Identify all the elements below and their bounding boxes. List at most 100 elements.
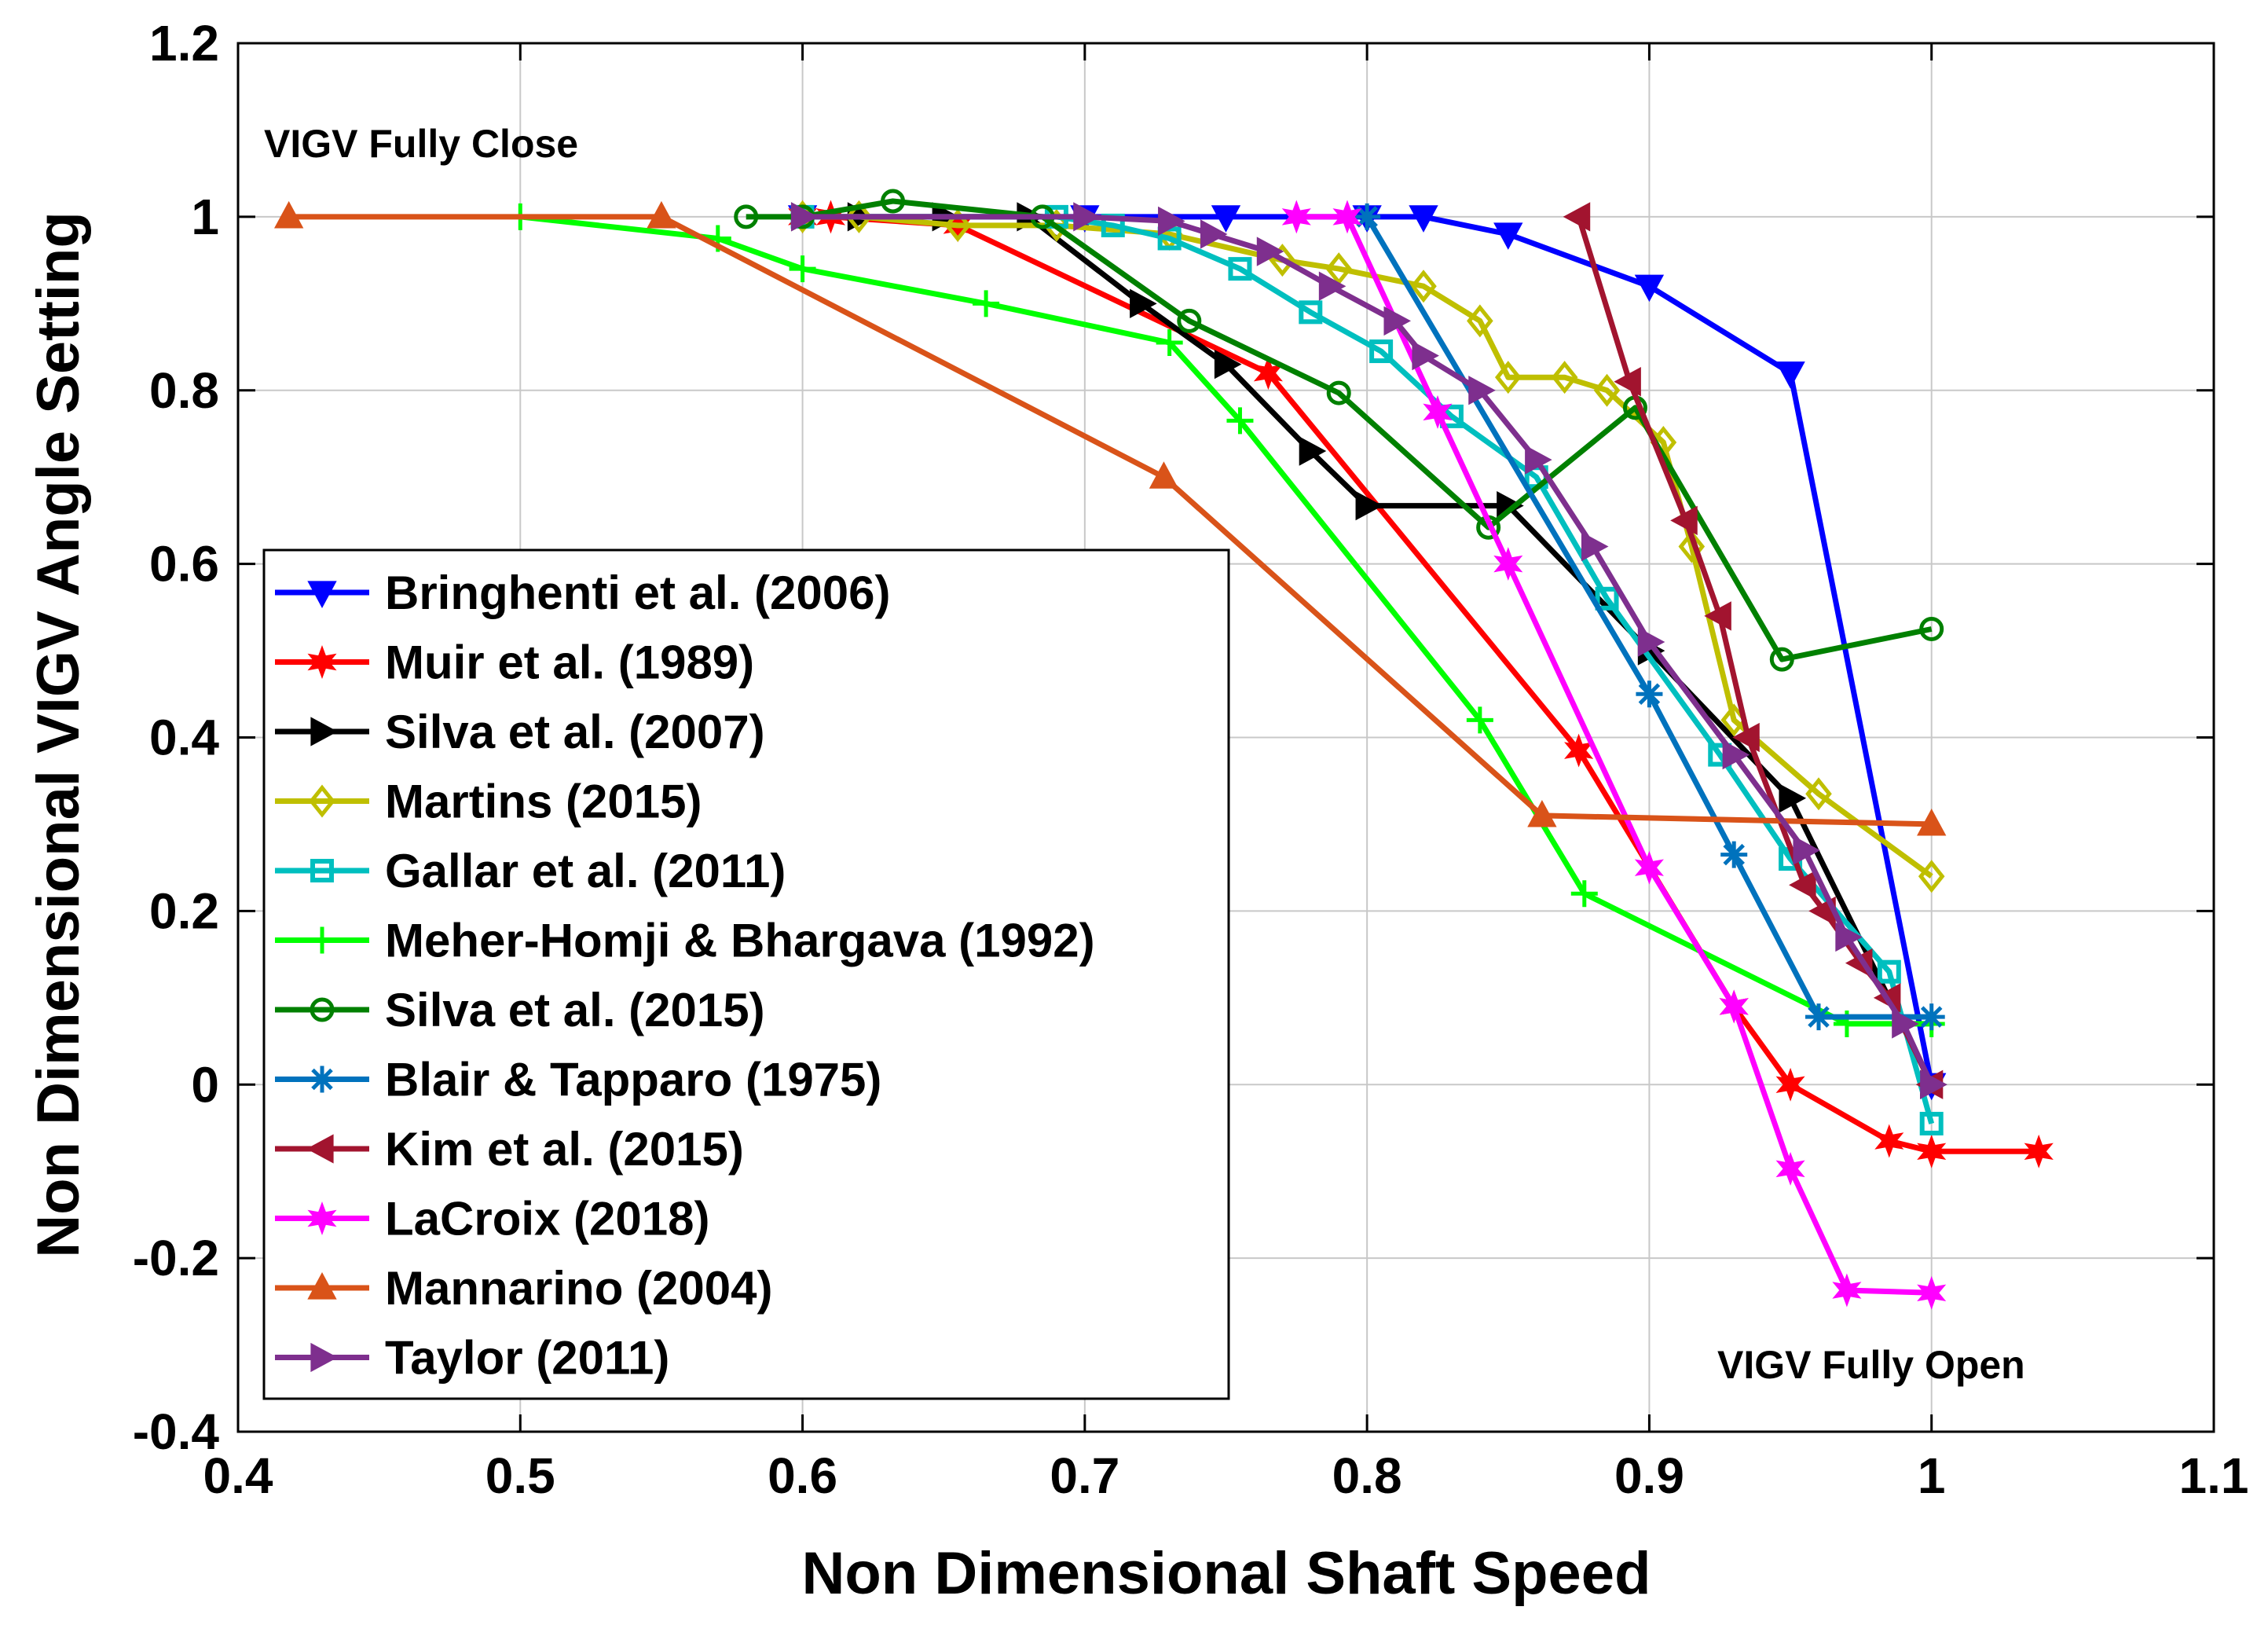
data-point-mannarino-2004 bbox=[1149, 461, 1179, 489]
series-line-kim-et-al-2015 bbox=[1576, 215, 1934, 1086]
data-point-silva-et-al-2015 bbox=[881, 189, 906, 214]
legend-box bbox=[262, 548, 1230, 1400]
series-line-lacroix-2018 bbox=[1296, 214, 1932, 1296]
data-point-martins-2015 bbox=[1593, 373, 1621, 407]
legend-item: Bringhenti et al. (2006) bbox=[275, 567, 890, 619]
data-point-lacroix-2018 bbox=[1493, 547, 1523, 581]
x-tick-label: 0.5 bbox=[485, 1447, 555, 1504]
legend-label: Blair & Tapparo (1975) bbox=[385, 1054, 881, 1106]
data-point-martins-2015 bbox=[1551, 361, 1578, 394]
data-point-lacroix-2018 bbox=[1332, 200, 1362, 234]
data-point-martins-2015 bbox=[1325, 252, 1353, 286]
data-point-taylor-2011 bbox=[1468, 376, 1496, 405]
y-tick-label: 0 bbox=[191, 1056, 219, 1113]
data-point-mannarino-2004 bbox=[1917, 808, 1947, 836]
data-point-kim-et-al-2015 bbox=[1563, 202, 1591, 232]
series-line-meher-homji-bhargava-1992 bbox=[519, 214, 1932, 1027]
data-point-lacroix-2018 bbox=[1423, 394, 1453, 429]
data-point-kim-et-al-2015 bbox=[1789, 870, 1816, 900]
series-line-martins-2015 bbox=[802, 214, 1933, 879]
legend-entries: Bringhenti et al. (2006) Muir et al. (198… bbox=[275, 567, 1095, 1385]
data-point-taylor-2011 bbox=[1200, 219, 1228, 249]
data-point-lacroix-2018 bbox=[1775, 1151, 1805, 1186]
data-point-mannarino-2004 bbox=[647, 200, 676, 229]
series-layer bbox=[273, 189, 2054, 1310]
y-tick-label: 0.6 bbox=[149, 536, 219, 592]
data-point-bringhenti-et-al-2006 bbox=[1409, 205, 1438, 233]
legend-item: Gallar et al. (2011) bbox=[275, 845, 786, 897]
legend-marker bbox=[310, 1342, 338, 1373]
legend-item: Martins (2015) bbox=[275, 776, 702, 828]
data-point-taylor-2011 bbox=[1318, 271, 1347, 301]
y-axis-label: Non Dimensional VIGV Angle Setting bbox=[25, 211, 92, 1258]
series-mannarino-2004 bbox=[273, 200, 1947, 836]
x-tick-label: 0.8 bbox=[1332, 1447, 1402, 1504]
series-lacroix-2018 bbox=[1281, 200, 1947, 1310]
data-point-bringhenti-et-al-2006 bbox=[1775, 361, 1805, 389]
data-point-silva-et-al-2015 bbox=[1177, 308, 1202, 333]
tick-labels: 0.4 0.5 0.6 0.7 0.8 0.9 1 1.1 -0.4 -0.2 0 0.2 0.4 0.6… bbox=[133, 15, 2249, 1504]
data-point-mannarino-2004 bbox=[1527, 799, 1557, 827]
data-point-muir-et-al-1989 bbox=[1917, 1134, 1947, 1168]
annotation-vigv-fully-open: VIGV Fully Open bbox=[1717, 1343, 2025, 1387]
legend-label: Taylor (2011) bbox=[385, 1332, 669, 1385]
data-point-gallar-et-al-2011 bbox=[1369, 339, 1394, 364]
data-point-bringhenti-et-al-2006 bbox=[1634, 274, 1665, 303]
data-point-silva-et-al-2015 bbox=[1769, 647, 1794, 672]
legend-item: Muir et al. (1989) bbox=[275, 636, 754, 689]
series-blair-tapparo-1975 bbox=[1354, 203, 1945, 1031]
data-point-taylor-2011 bbox=[1525, 445, 1552, 475]
data-point-taylor-2011 bbox=[1581, 531, 1609, 562]
data-point-taylor-2011 bbox=[1892, 1009, 1919, 1039]
x-tick-label: 0.7 bbox=[1050, 1447, 1119, 1504]
data-point-martins-2015 bbox=[1805, 777, 1832, 811]
x-tick-label: 0.4 bbox=[203, 1447, 273, 1504]
data-point-silva-et-al-2015 bbox=[1326, 380, 1351, 405]
data-point-kim-et-al-2015 bbox=[1614, 367, 1641, 397]
data-point-martins-2015 bbox=[1918, 860, 1945, 893]
y-tick-label: 1.2 bbox=[149, 15, 219, 72]
data-point-blair-tapparo-1975 bbox=[1636, 680, 1663, 708]
data-point-muir-et-al-1989 bbox=[1775, 1067, 1805, 1102]
data-point-taylor-2011 bbox=[1158, 206, 1185, 237]
data-point-martins-2015 bbox=[1678, 530, 1706, 563]
legend-label: Bringhenti et al. (2006) bbox=[385, 567, 890, 619]
legend-marker bbox=[310, 717, 338, 746]
data-point-taylor-2011 bbox=[1722, 739, 1750, 770]
x-tick-label: 1.1 bbox=[2179, 1447, 2249, 1504]
legend-item: Meher-Homji & Bhargava (1992) bbox=[275, 915, 1095, 967]
legend-label: Gallar et al. (2011) bbox=[385, 845, 786, 897]
legend-item: Mannarino (2004) bbox=[275, 1262, 772, 1315]
legend-label: Muir et al. (1989) bbox=[385, 636, 754, 689]
data-point-lacroix-2018 bbox=[1832, 1273, 1862, 1308]
data-point-taylor-2011 bbox=[1835, 922, 1863, 952]
data-point-blair-tapparo-1975 bbox=[1805, 1003, 1832, 1031]
legend: Bringhenti et al. (2006) Muir et al. (198… bbox=[262, 548, 1230, 1400]
data-point-meher-homji-bhargava-1992 bbox=[789, 255, 816, 283]
data-point-taylor-2011 bbox=[1793, 835, 1820, 865]
data-point-gallar-et-al-2011 bbox=[1595, 586, 1619, 611]
data-point-blair-tapparo-1975 bbox=[1720, 841, 1748, 868]
legend-marker bbox=[309, 784, 335, 818]
legend-item: Silva et al. (2007) bbox=[275, 706, 765, 758]
data-point-martins-2015 bbox=[1467, 304, 1493, 338]
data-point-taylor-2011 bbox=[1073, 202, 1101, 232]
data-point-taylor-2011 bbox=[1412, 340, 1439, 371]
data-point-kim-et-al-2015 bbox=[1670, 505, 1698, 536]
y-tick-label: 1 bbox=[191, 189, 219, 245]
legend-label: Silva et al. (2007) bbox=[385, 706, 765, 758]
legend-label: LaCroix (2018) bbox=[385, 1193, 710, 1245]
legend-marker bbox=[309, 1066, 335, 1093]
data-point-mannarino-2004 bbox=[273, 200, 304, 229]
data-point-meher-homji-bhargava-1992 bbox=[973, 290, 1000, 317]
series-taylor-2011 bbox=[790, 202, 1947, 1099]
legend-marker bbox=[310, 859, 334, 882]
data-point-silva-et-al-2007 bbox=[1214, 349, 1242, 380]
legend-marker bbox=[307, 1272, 337, 1300]
data-point-taylor-2011 bbox=[1637, 627, 1665, 657]
data-point-gallar-et-al-2011 bbox=[1919, 1111, 1944, 1135]
data-point-muir-et-al-1989 bbox=[2024, 1134, 2054, 1168]
y-tick-label: 0.2 bbox=[149, 882, 219, 939]
data-point-silva-et-al-2015 bbox=[1919, 616, 1944, 641]
